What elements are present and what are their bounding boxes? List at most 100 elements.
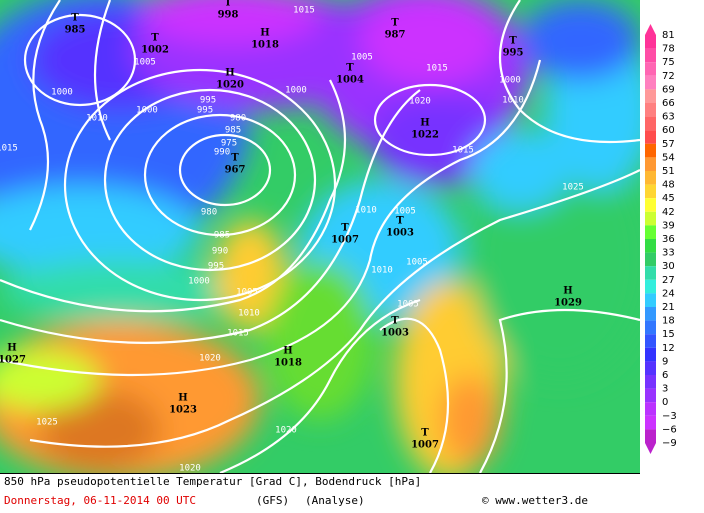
center-letter: T [346, 63, 354, 74]
colorbar: 8178757269666360575451484542393633302724… [645, 24, 677, 454]
center-value: 1029 [554, 298, 582, 309]
center-letter: T [151, 33, 159, 44]
center-value: 987 [385, 30, 406, 41]
center-value: 1004 [336, 75, 364, 86]
colorbar-swatch [645, 293, 656, 307]
center-letter: H [420, 118, 429, 129]
colorbar-swatch [645, 143, 656, 158]
colorbar-swatch [645, 211, 656, 226]
isobar-label: 990 [214, 148, 230, 158]
isobar-label: 980 [201, 208, 217, 218]
temperature-area [440, 375, 500, 465]
colorbar-label: 75 [662, 57, 675, 68]
isobar-label: 995 [197, 106, 213, 116]
center-value: 1007 [411, 440, 439, 451]
colorbar-label: 6 [662, 370, 668, 381]
colorbar-label: 30 [662, 261, 675, 272]
colorbar-swatch [645, 225, 656, 239]
isobar-label: 990 [212, 247, 228, 257]
colorbar-label: −3 [662, 411, 677, 422]
colorbar-swatch [645, 48, 656, 63]
colorbar-swatch [645, 130, 656, 144]
center-letter: T [391, 18, 399, 29]
isobar-label: 1000 [499, 76, 521, 86]
colorbar-swatch [645, 171, 656, 185]
isobar-label: 1005 [351, 53, 373, 63]
colorbar-swatch [645, 157, 656, 171]
isobar-label: 1000 [51, 88, 73, 98]
colorbar-swatch [645, 347, 656, 362]
colorbar-arrow-top [645, 24, 656, 35]
isobar-label: 995 [208, 262, 224, 272]
colorbar-label: 0 [662, 397, 668, 408]
colorbar-label: 81 [662, 30, 675, 41]
isobar-label: 975 [221, 139, 237, 149]
isobar-label: 1005 [236, 288, 258, 298]
center-letter: T [391, 316, 399, 327]
colorbar-label: 57 [662, 139, 675, 150]
center-letter: T [231, 153, 239, 164]
isobar-label: 1005 [406, 258, 428, 268]
colorbar-label: 18 [662, 316, 675, 327]
colorbar-swatch [645, 429, 656, 443]
colorbar-swatch [645, 320, 656, 335]
center-value: 998 [218, 10, 239, 21]
temperature-area [360, 0, 500, 85]
colorbar-swatch [645, 279, 656, 294]
temperature-field [0, 0, 640, 473]
colorbar-swatch [645, 252, 656, 267]
colorbar-label: 72 [662, 71, 675, 82]
center-letter: T [421, 428, 429, 439]
colorbar-label: 66 [662, 98, 675, 109]
colorbar-swatch [645, 116, 656, 131]
center-value: 1002 [141, 45, 169, 56]
isobar-label: 1015 [293, 6, 315, 16]
footer-date: Donnerstag, 06-11-2014 00 UTC [4, 494, 196, 507]
colorbar-label: 3 [662, 384, 668, 395]
isobar-label: 1020 [179, 464, 201, 474]
center-letter: H [563, 286, 572, 297]
temperature-area [470, 130, 570, 210]
center-letter: H [7, 343, 16, 354]
center-letter: H [178, 393, 187, 404]
colorbar-label: 33 [662, 248, 675, 259]
isobar-label: 1000 [188, 277, 210, 287]
isobar-label: 1020 [199, 354, 221, 364]
colorbar-swatch [645, 184, 656, 199]
isobar-label: 985 [214, 231, 230, 241]
center-value: 1022 [411, 130, 439, 141]
colorbar-swatch [645, 62, 656, 76]
colorbar-label: 24 [662, 288, 675, 299]
footer-run: (Analyse) [305, 494, 365, 507]
colorbar-label: 39 [662, 220, 675, 231]
isobar-label: 1005 [394, 207, 416, 217]
colorbar-swatch [645, 361, 656, 375]
colorbar-label: −6 [662, 424, 677, 435]
center-value: 995 [503, 48, 524, 59]
center-value: 1003 [381, 328, 409, 339]
isobar-label: 1010 [238, 309, 260, 319]
center-letter: T [341, 223, 349, 234]
isobar-label: 985 [225, 126, 241, 136]
temperature-area [0, 185, 200, 275]
colorbar-swatch [645, 239, 656, 253]
center-value: 1023 [169, 405, 197, 416]
temperature-area [0, 260, 240, 320]
footer-credit: © www.wetter3.de [482, 494, 588, 507]
center-value: 1018 [251, 40, 279, 51]
colorbar-label: 36 [662, 234, 675, 245]
center-letter: T [396, 216, 404, 227]
isobar-label: 1000 [136, 106, 158, 116]
isobar-labels: 1005 1000 1010 1000 995 980 985 975 1000 1005 1015… [0, 6, 584, 474]
center-letter: T [509, 36, 517, 47]
center-letter: T [71, 13, 79, 24]
colorbar-label: 48 [662, 180, 675, 191]
center-value: 1018 [274, 358, 302, 369]
colorbar-swatch [645, 266, 656, 280]
frame-line [0, 473, 640, 474]
isobar-label: 1020 [409, 97, 431, 107]
colorbar-label: 42 [662, 207, 675, 218]
center-letter: H [260, 28, 269, 39]
